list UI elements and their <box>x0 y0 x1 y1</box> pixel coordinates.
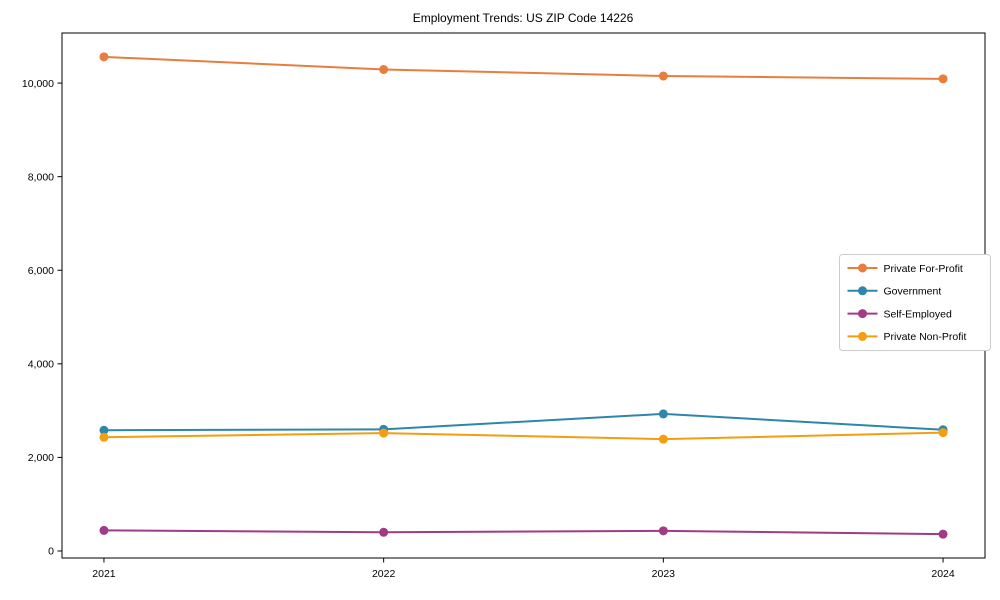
series-line <box>103 412 944 432</box>
data-point <box>658 409 668 419</box>
legend-label: Private Non-Profit <box>884 331 967 343</box>
data-point <box>99 432 109 442</box>
y-tick-label: 4,000 <box>28 359 54 371</box>
series-line <box>103 55 944 80</box>
data-point <box>379 64 389 74</box>
series-0 <box>99 52 948 84</box>
legend-label: Private For-Profit <box>884 263 963 275</box>
data-point <box>379 428 389 438</box>
series-2 <box>99 525 948 539</box>
legend-entry-3: Private Non-Profit <box>847 331 967 343</box>
y-tick-label: 10,000 <box>22 78 54 90</box>
series-line <box>103 529 944 536</box>
data-point <box>658 526 668 536</box>
series-3 <box>99 428 948 444</box>
data-point <box>99 525 109 535</box>
legend-entry-2: Self-Employed <box>847 308 952 320</box>
data-point <box>658 434 668 444</box>
legend: Private For-Profit Government Self-Employe… <box>839 254 991 351</box>
y-tick-label: 2,000 <box>28 452 54 464</box>
series-1 <box>99 409 948 435</box>
data-point <box>938 74 948 84</box>
legend-entry-1: Government <box>847 286 942 298</box>
data-point <box>938 529 948 539</box>
legend-marker-dot <box>858 331 867 341</box>
x-axis: 2021 2022 2023 2024 <box>92 558 955 580</box>
x-tick-label: 2024 <box>931 568 955 580</box>
data-point <box>379 527 389 537</box>
y-tick-label: 0 <box>48 546 54 558</box>
data-point <box>938 428 948 438</box>
chart-title: Employment Trends: US ZIP Code 14226 <box>413 11 634 25</box>
y-tick-label: 6,000 <box>28 265 54 277</box>
legend-label: Self-Employed <box>884 308 952 320</box>
x-tick-label: 2022 <box>372 568 396 580</box>
legend-box <box>839 254 991 351</box>
legend-marker-dot <box>858 286 867 296</box>
series-line <box>103 431 944 441</box>
legend-label: Government <box>884 286 942 298</box>
data-point <box>99 52 109 62</box>
x-tick-label: 2021 <box>92 568 116 580</box>
legend-entry-0: Private For-Profit <box>847 263 963 275</box>
y-axis: 0 2,000 4,000 6,000 8,000 10,000 <box>22 78 62 558</box>
y-tick-label: 8,000 <box>28 171 54 183</box>
x-tick-label: 2023 <box>652 568 676 580</box>
data-point <box>99 425 109 435</box>
legend-marker-dot <box>858 309 867 319</box>
data-point <box>658 71 668 81</box>
legend-marker-dot <box>858 263 867 273</box>
